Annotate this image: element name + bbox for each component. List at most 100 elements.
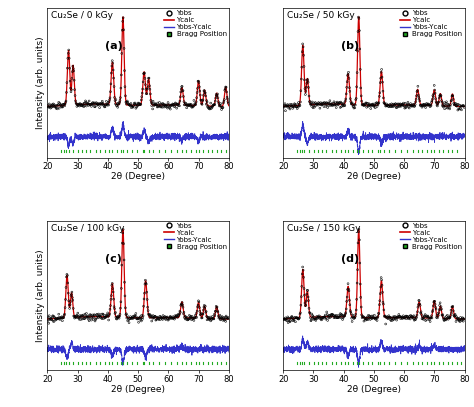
- Point: [358, 98, 365, 105]
- Point: [221, 85, 229, 92]
- Point: [120, 257, 128, 263]
- Point: [452, 318, 460, 325]
- Point: [55, 315, 62, 321]
- Point: [59, 315, 67, 321]
- Point: [73, 312, 81, 318]
- Point: [70, 313, 78, 319]
- Point: [199, 97, 206, 104]
- Point: [96, 313, 104, 319]
- Point: [319, 314, 327, 321]
- Point: [339, 316, 346, 323]
- Point: [153, 102, 160, 108]
- Point: [194, 304, 201, 310]
- Point: [414, 304, 422, 311]
- Point: [221, 315, 229, 321]
- Point: [136, 101, 144, 107]
- Point: [293, 103, 301, 110]
- Point: [139, 315, 146, 321]
- Point: [87, 311, 94, 318]
- Point: [125, 101, 132, 107]
- Point: [302, 88, 310, 94]
- Text: Cu₂Se / 0 kGy: Cu₂Se / 0 kGy: [51, 11, 113, 20]
- Point: [92, 316, 100, 322]
- Point: [117, 94, 124, 101]
- Point: [143, 90, 150, 97]
- Point: [343, 79, 351, 85]
- Point: [421, 103, 429, 109]
- Point: [72, 100, 80, 106]
- Point: [399, 101, 407, 107]
- Point: [161, 314, 168, 320]
- Point: [137, 101, 145, 108]
- Point: [358, 315, 366, 321]
- Point: [155, 99, 163, 106]
- Point: [114, 104, 121, 111]
- Point: [426, 317, 433, 323]
- Point: [429, 307, 437, 314]
- Point: [192, 310, 200, 317]
- Point: [105, 102, 112, 108]
- Point: [60, 312, 68, 319]
- Point: [66, 78, 74, 84]
- Point: [101, 104, 109, 110]
- Point: [418, 102, 425, 108]
- Point: [312, 101, 320, 107]
- Point: [377, 284, 384, 290]
- Point: [381, 313, 388, 319]
- Point: [433, 314, 440, 321]
- Point: [53, 102, 61, 109]
- Point: [319, 101, 326, 108]
- Legend: Yobs, Ycalc, Yobs-Ycalc, Bragg Position: Yobs, Ycalc, Yobs-Ycalc, Bragg Position: [399, 222, 463, 251]
- Point: [206, 105, 213, 112]
- Point: [424, 101, 432, 107]
- Point: [53, 105, 60, 112]
- Point: [336, 99, 343, 106]
- Point: [72, 98, 79, 104]
- Point: [326, 100, 333, 107]
- Point: [369, 101, 376, 107]
- Point: [146, 86, 154, 92]
- Point: [209, 313, 216, 319]
- Point: [217, 101, 225, 107]
- Point: [394, 103, 402, 109]
- Point: [395, 313, 403, 320]
- Point: [106, 94, 114, 101]
- Point: [185, 316, 193, 322]
- Point: [366, 313, 374, 319]
- Point: [219, 105, 226, 111]
- Point: [188, 104, 196, 110]
- Point: [118, 285, 125, 292]
- Point: [368, 313, 375, 319]
- Point: [164, 99, 172, 106]
- Point: [54, 315, 62, 322]
- Point: [455, 315, 463, 322]
- Point: [401, 315, 409, 322]
- Point: [202, 101, 210, 107]
- Point: [340, 103, 347, 109]
- Point: [213, 304, 221, 310]
- Point: [151, 313, 158, 320]
- Point: [364, 101, 371, 107]
- Point: [118, 240, 126, 246]
- Point: [79, 101, 86, 107]
- Point: [98, 315, 106, 322]
- Point: [194, 302, 202, 309]
- Point: [304, 79, 312, 85]
- Point: [415, 297, 423, 304]
- Point: [184, 102, 192, 109]
- X-axis label: 2θ (Degree): 2θ (Degree): [347, 173, 401, 182]
- Point: [409, 102, 416, 109]
- Point: [353, 296, 360, 302]
- Point: [416, 98, 423, 104]
- Point: [344, 71, 352, 78]
- Point: [134, 103, 141, 109]
- Point: [86, 101, 94, 108]
- Point: [311, 316, 319, 322]
- Point: [290, 104, 298, 110]
- Point: [149, 106, 156, 112]
- Point: [49, 318, 57, 324]
- Point: [137, 316, 145, 322]
- Legend: Yobs, Ycalc, Yobs-Ycalc, Bragg Position: Yobs, Ycalc, Yobs-Ycalc, Bragg Position: [399, 9, 463, 38]
- Point: [425, 315, 433, 321]
- Point: [89, 312, 97, 318]
